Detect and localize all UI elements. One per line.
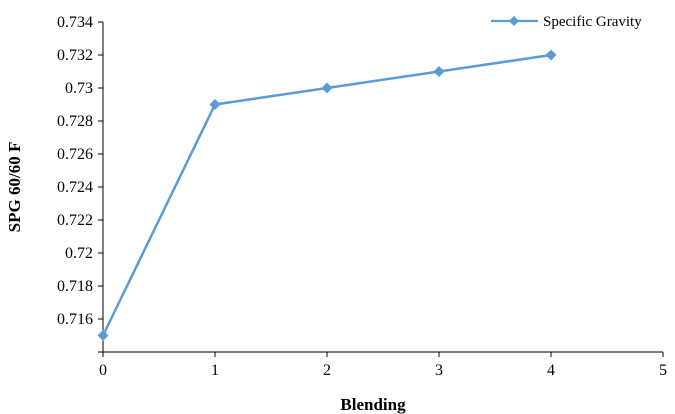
y-tick-label: 0.732 <box>57 47 93 64</box>
legend: Specific Gravity <box>491 14 642 30</box>
x-tick-label: 0 <box>99 362 107 379</box>
data-point <box>433 66 445 77</box>
y-tick-label: 0.718 <box>57 278 93 295</box>
x-tick-label: 4 <box>547 362 555 379</box>
y-tick-label: 0.734 <box>57 14 93 31</box>
x-tick-label: 5 <box>659 362 667 379</box>
x-tick-label: 2 <box>323 362 331 379</box>
y-tick-label: 0.724 <box>57 179 93 196</box>
data-point <box>321 82 333 94</box>
data-point <box>97 330 109 341</box>
y-tick-label: 0.726 <box>57 146 93 163</box>
x-tick-label: 1 <box>211 362 219 379</box>
axes <box>102 22 663 353</box>
legend-marker <box>509 16 519 26</box>
data-point <box>545 49 557 61</box>
y-tick-label: 0.73 <box>65 80 93 97</box>
x-ticks: 0 1 2 3 4 5 <box>99 352 667 379</box>
y-tick-label: 0.722 <box>57 212 93 229</box>
legend-label: Specific Gravity <box>543 14 642 30</box>
y-tick-label: 0.716 <box>57 311 93 328</box>
series-layer <box>97 49 557 341</box>
series-line <box>101 53 552 337</box>
data-point <box>209 99 221 110</box>
x-tick-label: 3 <box>435 362 443 379</box>
y-tick-label: 0.72 <box>65 245 93 262</box>
y-axis-title: SPG 60/60 F <box>5 142 24 233</box>
y-tick-label: 0.728 <box>57 113 93 130</box>
x-axis-title: Blending <box>340 395 406 414</box>
y-ticks: 0.716 0.718 0.72 0.722 0.724 0.726 0.728 0.73 0.… <box>57 14 103 353</box>
